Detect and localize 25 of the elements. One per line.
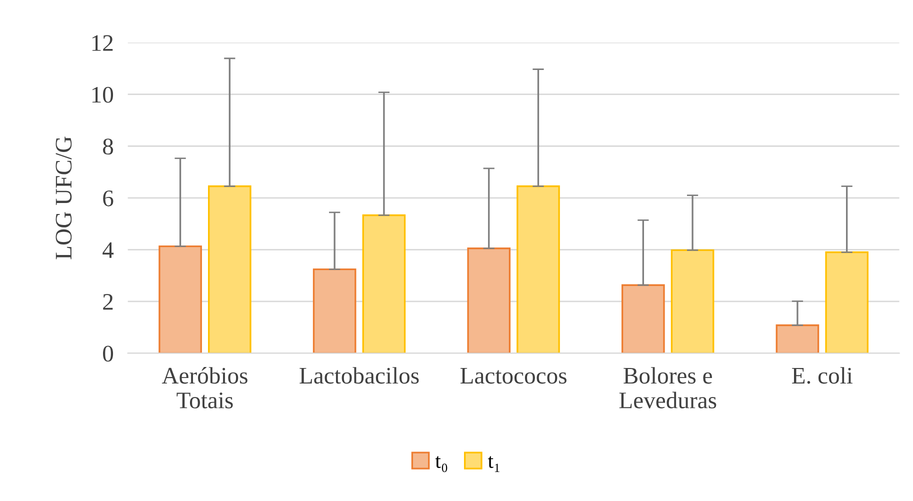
y-axis-title: LOG UFC/G <box>56 136 72 260</box>
bar <box>467 248 511 354</box>
x-tick-label: Lactobacilos <box>300 367 419 384</box>
x-tick-label: E. coli <box>792 367 853 384</box>
x-tick-label: Lactococos <box>460 368 566 384</box>
y-tick-label: 2 <box>103 294 113 310</box>
bar <box>825 251 869 354</box>
legend-label: t₀ <box>435 456 448 472</box>
bar <box>622 284 665 354</box>
bar <box>516 185 560 354</box>
bar <box>312 268 356 354</box>
y-tick-label: 6 <box>103 190 114 206</box>
legend-label: t₁ <box>488 456 500 472</box>
bar <box>670 249 714 354</box>
x-tick-label: Aeróbios Totais <box>162 367 248 408</box>
y-tick-label: 4 <box>102 242 114 258</box>
y-tick-label: 12 <box>92 35 113 51</box>
x-tick-label: Bolores e Leveduras <box>619 367 716 408</box>
bar <box>362 214 406 354</box>
y-tick-label: 10 <box>92 86 114 103</box>
bar <box>208 185 252 354</box>
y-tick-label: 0 <box>103 346 114 362</box>
bar <box>158 245 202 354</box>
y-tick-label: 8 <box>103 138 114 155</box>
bar <box>776 324 820 354</box>
